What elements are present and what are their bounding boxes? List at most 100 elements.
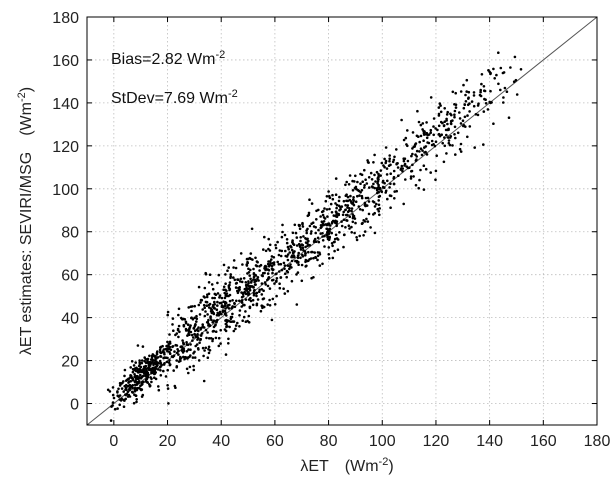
data-point	[139, 365, 142, 369]
data-point	[275, 279, 278, 283]
data-point	[406, 129, 409, 132]
data-point	[137, 386, 141, 390]
data-point	[185, 367, 189, 371]
data-point	[482, 143, 485, 146]
data-point	[414, 183, 418, 187]
data-point	[488, 100, 492, 104]
data-point	[276, 240, 279, 244]
data-point	[308, 224, 312, 228]
data-point	[376, 191, 379, 195]
data-point	[476, 113, 480, 117]
data-point	[186, 323, 190, 327]
data-point	[286, 253, 290, 256]
data-point	[136, 377, 139, 381]
data-point	[328, 196, 332, 200]
data-point	[188, 325, 192, 329]
data-point	[465, 78, 469, 82]
data-point	[423, 151, 426, 154]
data-point	[418, 178, 421, 182]
data-point	[336, 212, 340, 216]
data-point	[159, 365, 162, 368]
data-point	[479, 88, 483, 92]
data-point	[349, 200, 353, 203]
data-point	[189, 348, 192, 352]
data-point	[166, 340, 169, 344]
data-point	[380, 161, 384, 165]
data-point	[247, 267, 250, 271]
data-point	[358, 234, 362, 238]
data-point	[294, 231, 298, 235]
x-tick-label-140: 140	[476, 433, 503, 450]
data-point	[370, 185, 374, 188]
data-point	[358, 194, 361, 197]
data-point	[259, 309, 263, 313]
data-point	[395, 162, 399, 165]
data-point	[138, 362, 142, 366]
data-point	[459, 150, 463, 153]
data-point	[184, 329, 188, 332]
data-point	[175, 365, 178, 369]
data-point	[235, 281, 238, 285]
data-point	[438, 102, 442, 105]
data-point	[262, 248, 265, 251]
data-point	[126, 390, 130, 394]
data-point	[215, 320, 218, 324]
data-point	[412, 175, 415, 178]
data-point	[166, 368, 169, 372]
data-point	[298, 245, 302, 248]
data-point	[445, 119, 448, 122]
data-point	[401, 169, 404, 173]
data-point	[373, 231, 377, 235]
data-point	[133, 380, 137, 384]
data-point	[299, 239, 302, 243]
data-point	[201, 323, 204, 326]
data-point	[334, 177, 338, 180]
data-point	[426, 133, 430, 137]
data-point	[221, 309, 225, 312]
data-point	[157, 388, 161, 392]
data-point	[201, 308, 204, 311]
data-point	[280, 268, 284, 272]
data-point	[495, 73, 498, 77]
data-point	[419, 134, 423, 138]
data-point	[442, 124, 446, 127]
data-point	[366, 220, 370, 223]
data-point	[212, 306, 216, 310]
data-point	[453, 109, 457, 113]
data-point	[378, 186, 382, 190]
data-point	[218, 310, 222, 314]
data-point	[421, 122, 425, 125]
data-point	[305, 229, 308, 232]
data-point	[451, 119, 454, 122]
data-point	[354, 174, 357, 178]
data-point	[304, 258, 308, 262]
data-point	[198, 341, 201, 345]
data-point	[275, 294, 278, 298]
data-point	[252, 275, 256, 279]
data-point	[219, 328, 222, 332]
data-point	[238, 325, 241, 328]
data-point	[223, 296, 227, 300]
data-point	[388, 159, 391, 163]
data-point	[377, 174, 381, 177]
data-point	[271, 297, 275, 301]
data-point	[385, 167, 389, 170]
data-point	[341, 213, 345, 217]
data-point	[130, 390, 134, 394]
data-point	[367, 176, 371, 179]
data-point	[236, 278, 239, 281]
data-point	[454, 153, 457, 156]
data-point	[174, 333, 177, 337]
data-point	[375, 202, 378, 206]
data-point	[385, 173, 389, 176]
data-point	[350, 207, 354, 210]
data-point	[419, 123, 423, 127]
data-point	[203, 349, 206, 352]
data-point	[216, 281, 219, 285]
data-point	[362, 234, 365, 237]
data-point	[351, 216, 355, 220]
data-point	[180, 345, 184, 349]
data-point	[437, 106, 441, 109]
data-point	[330, 231, 334, 235]
data-point	[206, 293, 209, 297]
